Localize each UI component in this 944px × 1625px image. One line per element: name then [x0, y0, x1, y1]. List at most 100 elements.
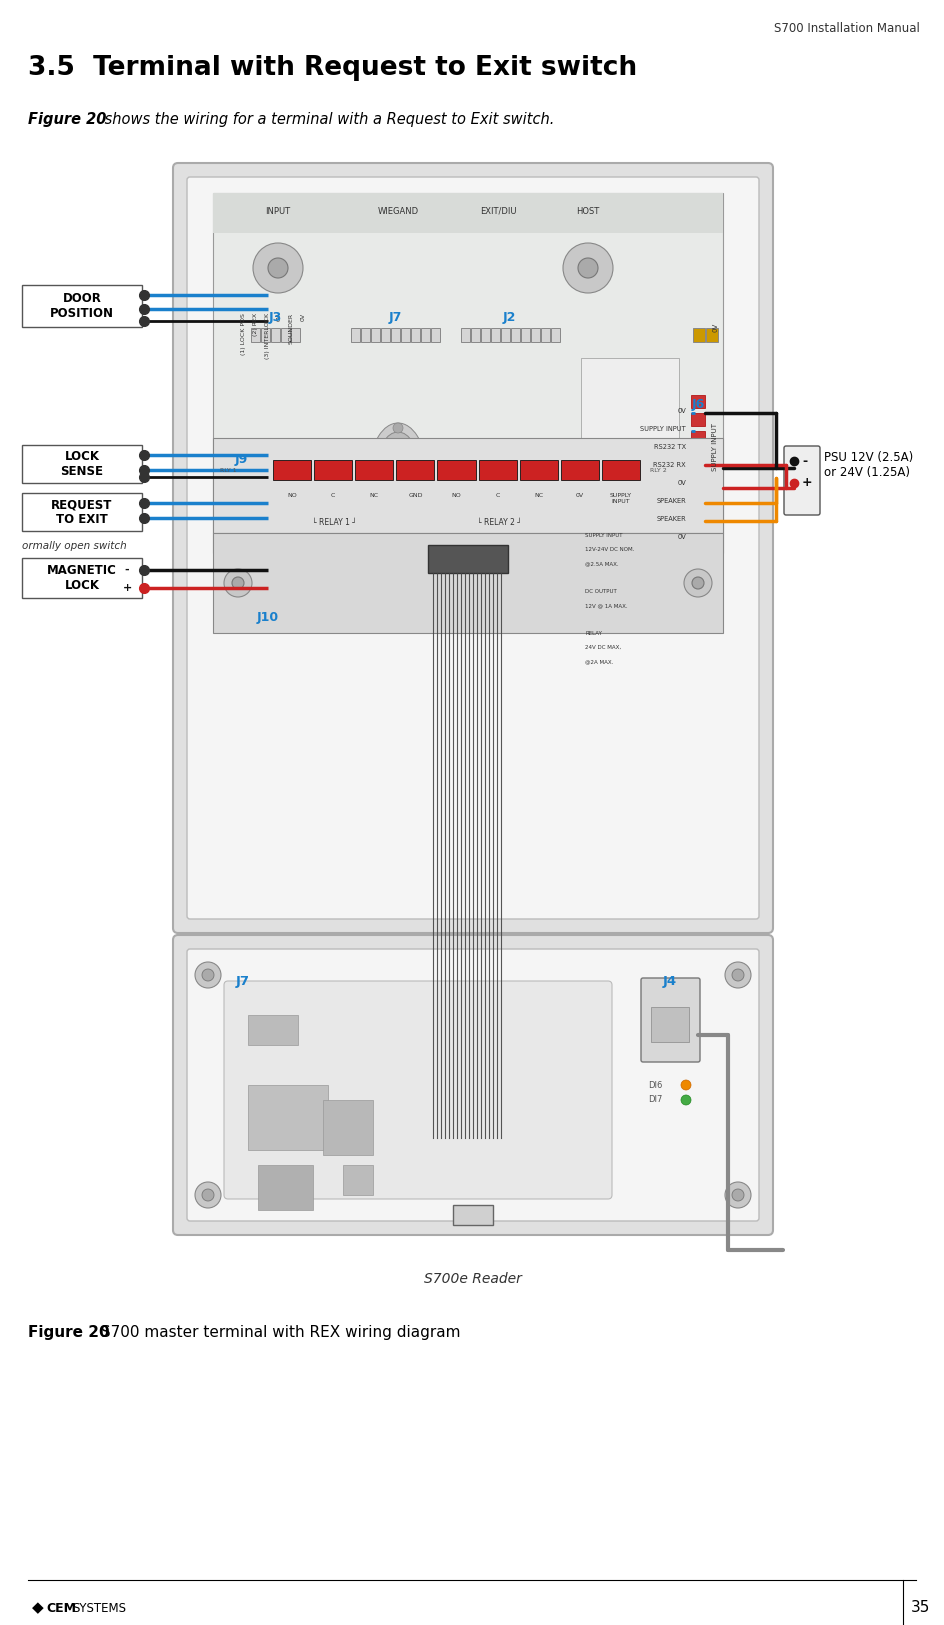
Text: shows the wiring for a terminal with a Request to Exit switch.: shows the wiring for a terminal with a R… — [100, 112, 554, 127]
Text: Figure 20: Figure 20 — [28, 1324, 110, 1341]
Text: J7: J7 — [388, 310, 402, 323]
FancyBboxPatch shape — [187, 949, 759, 1220]
Bar — [428, 544, 508, 574]
Bar — [491, 328, 500, 341]
Bar — [602, 460, 640, 479]
Text: NO: NO — [451, 492, 462, 497]
Text: 0V: 0V — [576, 492, 584, 497]
Circle shape — [725, 1181, 751, 1207]
Circle shape — [268, 258, 288, 278]
Bar — [531, 328, 540, 341]
Text: (2) REX: (2) REX — [253, 314, 258, 336]
Text: SOUNDER: SOUNDER — [289, 314, 294, 344]
Text: SPEAKER: SPEAKER — [656, 497, 686, 504]
Circle shape — [725, 962, 751, 988]
Text: 0V: 0V — [677, 535, 686, 540]
Text: CEM: CEM — [46, 1602, 76, 1615]
Text: SUPPLY INPUT: SUPPLY INPUT — [585, 533, 622, 538]
Bar — [691, 449, 705, 462]
Text: DC OUTPUT: DC OUTPUT — [585, 588, 616, 595]
FancyBboxPatch shape — [224, 982, 612, 1199]
Bar — [213, 193, 723, 232]
Circle shape — [253, 244, 303, 292]
Text: NC: NC — [370, 492, 379, 497]
Bar — [213, 533, 723, 634]
FancyBboxPatch shape — [173, 162, 773, 933]
Text: 0V: 0V — [712, 323, 718, 331]
Text: MAGNETIC
LOCK: MAGNETIC LOCK — [47, 564, 117, 592]
Bar — [314, 460, 352, 479]
Text: SUPPLY INPUT: SUPPLY INPUT — [640, 426, 686, 432]
Bar — [273, 460, 312, 479]
Text: SUPPLY INPUT: SUPPLY INPUT — [712, 422, 718, 471]
Text: RS232 TX: RS232 TX — [654, 444, 686, 450]
Bar — [511, 328, 520, 341]
Bar — [691, 431, 705, 444]
Text: +: + — [123, 583, 131, 593]
Text: -: - — [802, 455, 807, 468]
Circle shape — [684, 569, 712, 596]
FancyBboxPatch shape — [213, 193, 723, 552]
Text: @2.5A MAX.: @2.5A MAX. — [585, 561, 618, 566]
Text: WIEGAND: WIEGAND — [378, 206, 418, 216]
Circle shape — [195, 1181, 221, 1207]
Circle shape — [393, 504, 403, 514]
FancyBboxPatch shape — [641, 978, 700, 1063]
Bar — [428, 1133, 508, 1154]
Bar — [437, 460, 476, 479]
Bar — [501, 328, 510, 341]
Bar — [391, 328, 400, 341]
Bar — [691, 522, 705, 535]
Text: +: + — [802, 476, 813, 489]
Circle shape — [202, 968, 214, 982]
Text: 12V-24V DC NOM.: 12V-24V DC NOM. — [585, 548, 634, 552]
Text: J9: J9 — [234, 453, 247, 466]
Text: J10: J10 — [257, 611, 279, 624]
Circle shape — [393, 422, 403, 432]
Text: SYSTEMS: SYSTEMS — [72, 1602, 126, 1615]
Ellipse shape — [383, 442, 413, 494]
Text: 0V: 0V — [677, 408, 686, 414]
Text: INPUT: INPUT — [265, 206, 291, 216]
Bar — [519, 460, 558, 479]
Text: RELAY: RELAY — [585, 630, 602, 635]
Bar — [431, 328, 440, 341]
Text: (1) LOCK POS: (1) LOCK POS — [241, 314, 246, 354]
Bar — [213, 439, 723, 533]
Text: RS232 RX: RS232 RX — [653, 461, 686, 468]
Text: 35: 35 — [910, 1601, 930, 1615]
Bar — [323, 1100, 373, 1155]
Bar — [248, 1016, 298, 1045]
Text: EXIT/DIU: EXIT/DIU — [480, 206, 516, 216]
Bar — [271, 328, 280, 341]
Text: ◆: ◆ — [32, 1601, 43, 1615]
Bar — [471, 328, 480, 341]
Circle shape — [563, 244, 613, 292]
Bar — [541, 328, 550, 341]
Bar — [693, 328, 705, 341]
Circle shape — [338, 463, 348, 473]
Text: S700 Installation Manual: S700 Installation Manual — [774, 23, 920, 36]
Bar — [261, 328, 270, 341]
Ellipse shape — [370, 422, 426, 514]
Bar — [355, 460, 394, 479]
Bar — [706, 328, 718, 341]
Text: NO: NO — [287, 492, 297, 497]
Text: 24V DC MAX,: 24V DC MAX, — [585, 645, 621, 650]
Text: NC: NC — [534, 492, 544, 497]
Bar — [361, 328, 370, 341]
Circle shape — [681, 1081, 691, 1090]
Bar — [291, 328, 300, 341]
Ellipse shape — [389, 452, 407, 484]
Text: J6: J6 — [691, 398, 704, 411]
Text: └ RELAY 2 ┘: └ RELAY 2 ┘ — [477, 518, 521, 526]
Bar — [411, 328, 420, 341]
Bar — [281, 328, 290, 341]
Text: @2A MAX.: @2A MAX. — [585, 660, 614, 665]
Bar — [343, 1165, 373, 1194]
Bar — [401, 328, 410, 341]
Circle shape — [224, 569, 252, 596]
Text: 0V: 0V — [301, 314, 306, 322]
Text: 12V @ 1A MAX.: 12V @ 1A MAX. — [585, 603, 628, 608]
Bar — [453, 1206, 493, 1225]
